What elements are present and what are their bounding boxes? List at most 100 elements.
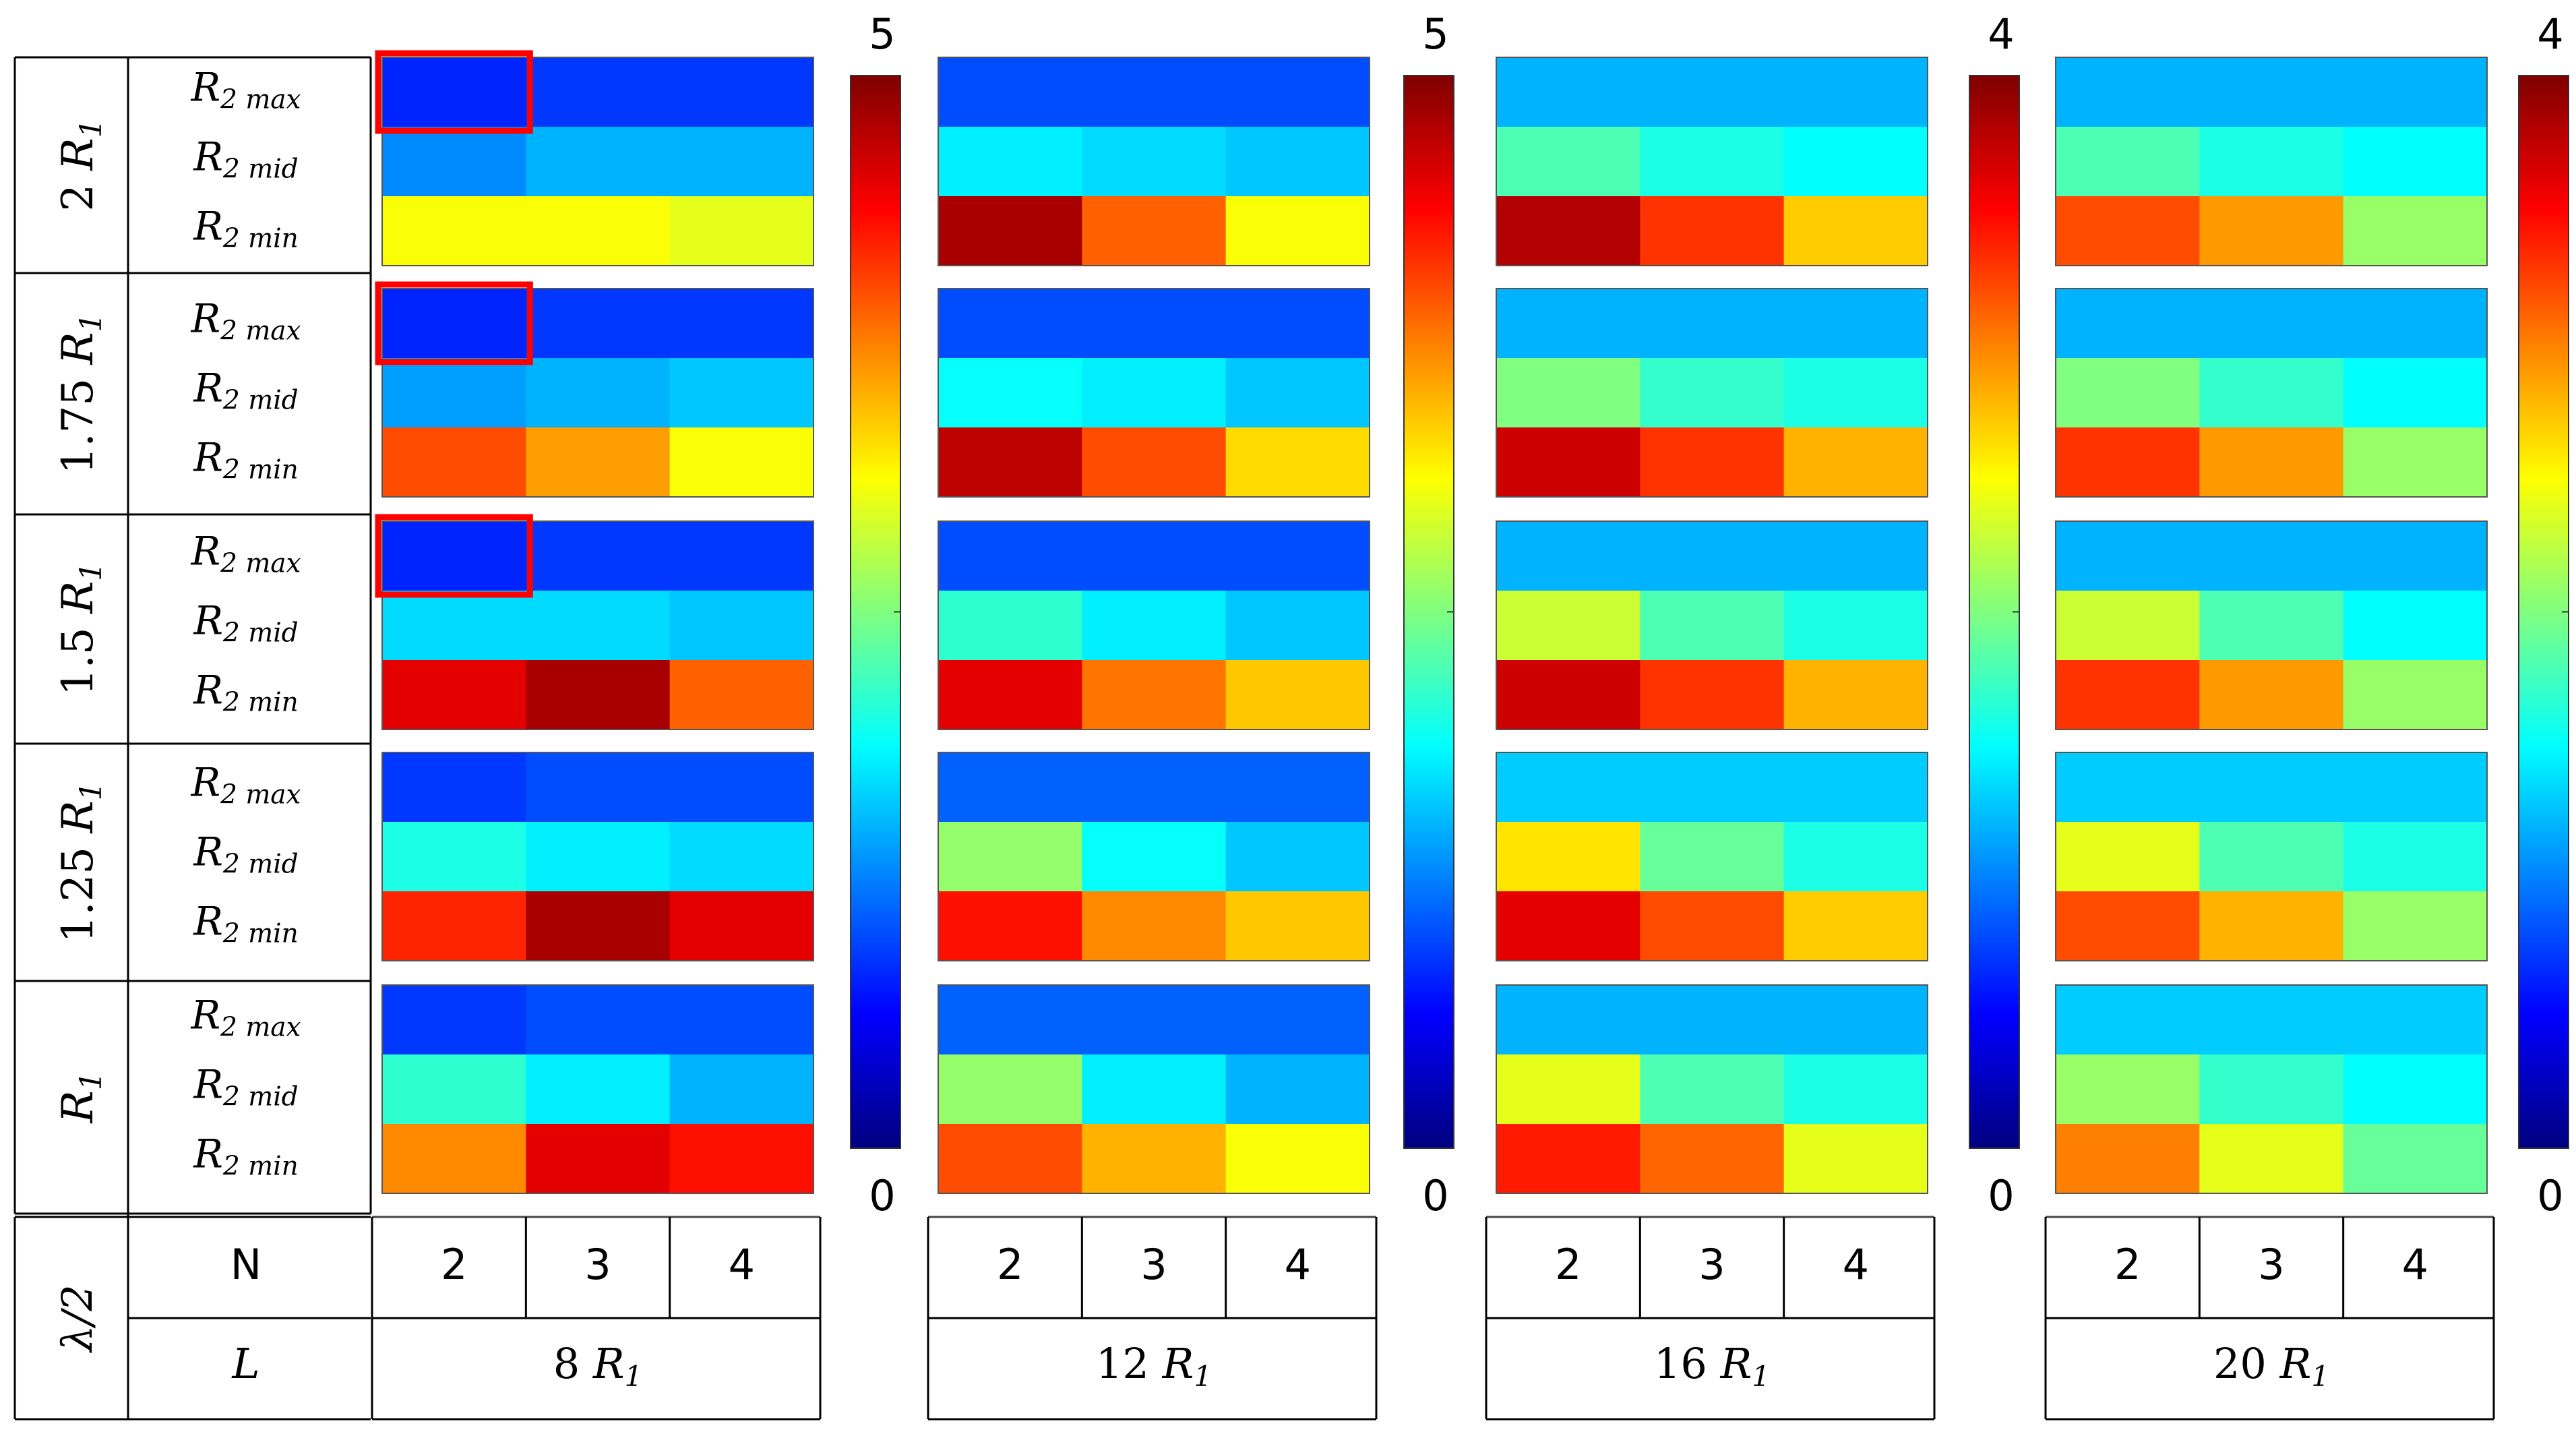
heatmap-cell [382,521,526,591]
heatmap-panel [2055,57,2488,1194]
row-group-label: 1.75 R1 [53,313,109,474]
colorbar-max-label: 5 [1422,9,1448,59]
heatmap-cell [938,427,1082,498]
heatmap-cell [1082,1054,1227,1125]
heatmap-cell [382,752,526,823]
heatmap-cell [2199,127,2344,197]
heatmap-cell [938,358,1082,428]
row-label: R2 max [190,529,301,579]
colorbar-max-label: 5 [869,9,895,59]
l-value-label: 20 R1 [2213,1339,2329,1393]
heatmap-block-frame [938,752,1370,961]
heatmap-cell [382,358,526,428]
heatmap-cell [2343,985,2488,1055]
row-label: R2 max [190,760,301,810]
heatmap-block-frame [938,288,1370,498]
heatmap-block-frame [1496,288,1928,498]
l-value-label: 8 R1 [553,1339,643,1393]
colorbar [1969,75,2020,1149]
heatmap-block-frame [938,984,1370,1194]
row-label: R2 mid [193,365,298,416]
heatmap-cell [669,521,814,591]
heatmap-cell [1082,752,1227,823]
colorbar [850,75,901,1149]
heatmap-cell [1496,521,1640,591]
colorbar-min-label: 0 [1422,1171,1448,1220]
heatmap-cell [2343,591,2488,661]
n-value-label: 3 [1698,1240,1725,1289]
heatmap-block-frame [2055,752,2488,961]
row-label: R2 min [193,204,298,254]
heatmap-cell [526,591,671,661]
row-group-label: R1 [53,1071,109,1123]
heatmap-cell [2343,57,2488,127]
heatmap-cell [1783,427,1928,498]
heatmap-block-frame [1496,57,1928,266]
heatmap-cell [526,822,671,892]
lambda-label: λ/2 [53,1284,102,1354]
heatmap-cell [1082,822,1227,892]
heatmap-cell [1225,660,1370,730]
heatmap-cell [382,196,526,266]
heatmap-cell [669,289,814,359]
heatmap-cell [2056,127,2200,197]
heatmap-cell [1082,521,1227,591]
heatmap-cell [1082,660,1227,730]
heatmap-block-frame [938,57,1370,266]
colorbar-min-label: 0 [1988,1171,2014,1220]
heatmap-cell [2199,358,2344,428]
heatmap-cell [2056,752,2200,823]
heatmap-cell [1640,57,1785,127]
heatmap-cell [1640,752,1785,823]
heatmap-cell [2199,822,2344,892]
heatmap-cell [1640,196,1785,266]
heatmap-block-frame [2055,984,2488,1194]
heatmap-block-frame [381,288,814,498]
heatmap-cell [1783,57,1928,127]
heatmap-cell [526,289,671,359]
heatmap-cell [1783,1124,1928,1194]
heatmap-cell [1082,57,1227,127]
heatmap-cell [669,358,814,428]
heatmap-cell [526,521,671,591]
heatmap-cell [2343,891,2488,961]
heatmap-cell [1496,752,1640,823]
heatmap-cell [382,127,526,197]
highlight-box [375,50,533,134]
heatmap-cell [2056,427,2200,498]
heatmap-cell [1496,127,1640,197]
heatmap-block-frame [2055,57,2488,266]
heatmap-cell [1640,822,1785,892]
highlight-box [375,281,533,365]
heatmap-block-frame [381,520,814,730]
heatmap-cell [1082,289,1227,359]
heatmap-cell [1082,427,1227,498]
n-value-label: 3 [584,1240,611,1289]
heatmap-cell [1496,891,1640,961]
heatmap-cell [1496,1124,1640,1194]
heatmap-cell [1783,1054,1928,1125]
heatmap-cell [938,289,1082,359]
heatmap-cell [526,1054,671,1125]
heatmap-cell [2199,660,2344,730]
heatmap-cell [382,891,526,961]
heatmap-cell [1496,591,1640,661]
n-value-label: 3 [1140,1240,1167,1289]
colorbar-max-label: 4 [2537,9,2563,59]
heatmap-cell [1082,891,1227,961]
row-label: R2 max [190,65,301,115]
heatmap-cell [938,985,1082,1055]
heatmap-cell [669,752,814,823]
heatmap-cell [1783,289,1928,359]
heatmap-cell [2343,822,2488,892]
heatmap-cell [1640,1054,1785,1125]
heatmap-cell [1640,1124,1785,1194]
heatmap-cell [382,427,526,498]
row-label: R2 min [193,435,298,485]
heatmap-cell [1783,127,1928,197]
heatmap-cell [526,358,671,428]
heatmap-cell [938,1124,1082,1194]
heatmap-cell [2199,891,2344,961]
heatmap-cell [526,985,671,1055]
